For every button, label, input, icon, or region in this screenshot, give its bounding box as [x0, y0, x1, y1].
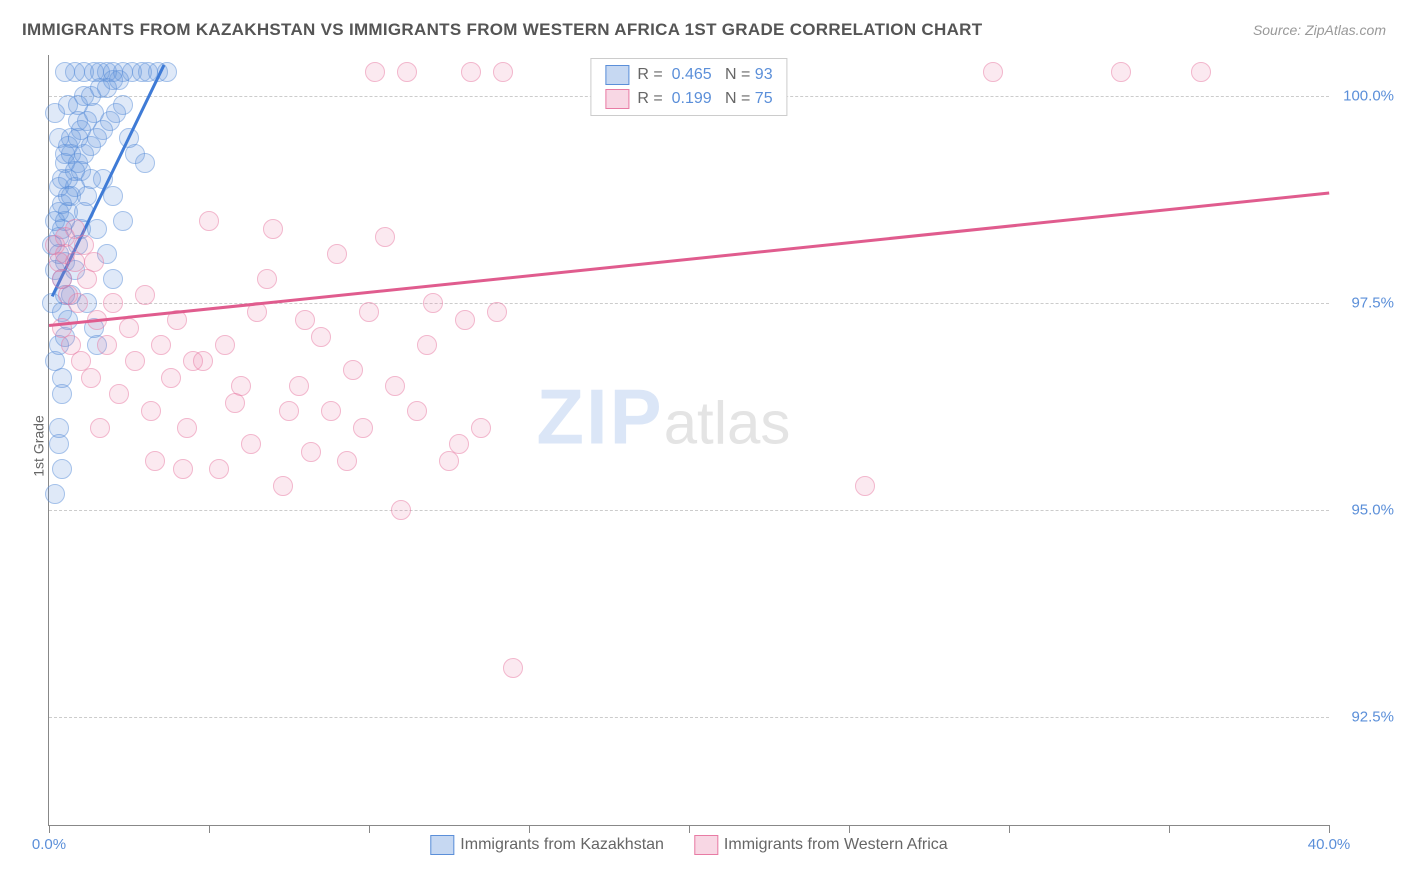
- chart-title: IMMIGRANTS FROM KAZAKHSTAN VS IMMIGRANTS…: [22, 20, 982, 40]
- data-point: [199, 211, 219, 231]
- data-point: [52, 459, 72, 479]
- data-point: [301, 442, 321, 462]
- data-point: [68, 293, 88, 313]
- legend-item: Immigrants from Western Africa: [694, 835, 948, 855]
- data-point: [273, 476, 293, 496]
- data-point: [1111, 62, 1131, 82]
- correlation-legend: R = 0.465 N = 93 R = 0.199 N = 75: [590, 58, 787, 116]
- x-tick: [849, 825, 850, 833]
- data-point: [365, 62, 385, 82]
- data-point: [311, 327, 331, 347]
- data-point: [113, 95, 133, 115]
- gridline: [49, 717, 1329, 718]
- scatter-plot: ZIPatlas R = 0.465 N = 93 R = 0.199 N = 7…: [48, 55, 1329, 826]
- data-point: [45, 351, 65, 371]
- y-tick-label: 100.0%: [1339, 88, 1394, 105]
- series-legend: Immigrants from Kazakhstan Immigrants fro…: [430, 835, 947, 855]
- data-point: [49, 418, 69, 438]
- data-point: [135, 153, 155, 173]
- data-point: [103, 269, 123, 289]
- legend-row: R = 0.465 N = 93: [605, 65, 772, 85]
- data-point: [177, 418, 197, 438]
- data-point: [455, 310, 475, 330]
- data-point: [1191, 62, 1211, 82]
- data-point: [337, 451, 357, 471]
- data-point: [103, 186, 123, 206]
- data-point: [215, 335, 235, 355]
- data-point: [49, 177, 69, 197]
- data-point: [407, 401, 427, 421]
- data-point: [173, 459, 193, 479]
- data-point: [461, 62, 481, 82]
- data-point: [145, 451, 165, 471]
- data-point: [493, 62, 513, 82]
- data-point: [209, 459, 229, 479]
- data-point: [391, 500, 411, 520]
- x-tick: [1169, 825, 1170, 833]
- data-point: [983, 62, 1003, 82]
- x-tick: [49, 825, 50, 833]
- data-point: [359, 302, 379, 322]
- x-tick: [1009, 825, 1010, 833]
- data-point: [87, 219, 107, 239]
- data-point: [449, 434, 469, 454]
- x-tick-label: 40.0%: [1308, 836, 1351, 853]
- data-point: [103, 293, 123, 313]
- x-tick-label: 0.0%: [32, 836, 66, 853]
- data-point: [109, 70, 129, 90]
- data-point: [295, 310, 315, 330]
- data-point: [68, 111, 88, 131]
- data-point: [503, 658, 523, 678]
- x-tick: [209, 825, 210, 833]
- y-axis-label: 1st Grade: [31, 415, 47, 476]
- data-point: [375, 227, 395, 247]
- data-point: [241, 434, 261, 454]
- data-point: [385, 376, 405, 396]
- x-tick: [529, 825, 530, 833]
- data-point: [353, 418, 373, 438]
- data-point: [81, 368, 101, 388]
- trend-line: [49, 192, 1329, 327]
- data-point: [289, 376, 309, 396]
- source-credit: Source: ZipAtlas.com: [1253, 22, 1386, 38]
- data-point: [855, 476, 875, 496]
- data-point: [161, 368, 181, 388]
- data-point: [321, 401, 341, 421]
- data-point: [45, 484, 65, 504]
- data-point: [225, 393, 245, 413]
- data-point: [263, 219, 283, 239]
- data-point: [487, 302, 507, 322]
- x-tick: [1329, 825, 1330, 833]
- legend-item: Immigrants from Kazakhstan: [430, 835, 664, 855]
- data-point: [193, 351, 213, 371]
- x-tick: [369, 825, 370, 833]
- data-point: [397, 62, 417, 82]
- y-tick-label: 92.5%: [1339, 709, 1394, 726]
- data-point: [279, 401, 299, 421]
- watermark: ZIPatlas: [536, 371, 790, 462]
- legend-row: R = 0.199 N = 75: [605, 89, 772, 109]
- gridline: [49, 510, 1329, 511]
- y-tick-label: 97.5%: [1339, 295, 1394, 312]
- data-point: [84, 252, 104, 272]
- data-point: [125, 351, 145, 371]
- data-point: [113, 211, 133, 231]
- data-point: [423, 293, 443, 313]
- data-point: [90, 418, 110, 438]
- data-point: [45, 103, 65, 123]
- data-point: [135, 285, 155, 305]
- data-point: [141, 401, 161, 421]
- data-point: [97, 335, 117, 355]
- data-point: [327, 244, 347, 264]
- data-point: [151, 335, 171, 355]
- data-point: [257, 269, 277, 289]
- data-point: [49, 128, 69, 148]
- x-tick: [689, 825, 690, 833]
- data-point: [119, 318, 139, 338]
- y-tick-label: 95.0%: [1339, 502, 1394, 519]
- data-point: [109, 384, 129, 404]
- data-point: [343, 360, 363, 380]
- data-point: [471, 418, 491, 438]
- data-point: [417, 335, 437, 355]
